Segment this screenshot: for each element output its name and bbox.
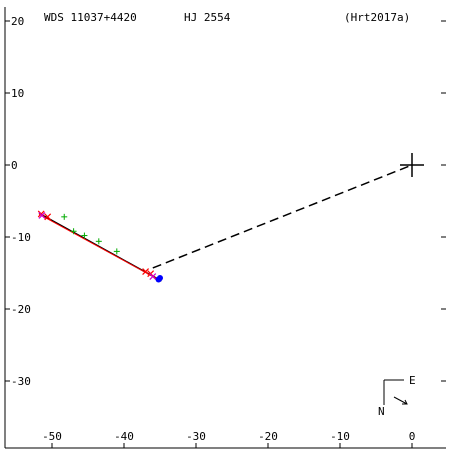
y-tick-label: -30 xyxy=(11,375,31,388)
x-tick-label: -10 xyxy=(330,430,350,443)
compass-north-label: N xyxy=(378,405,385,418)
data-point-diag xyxy=(44,213,52,221)
compass-arrow-head xyxy=(402,399,408,405)
plot-marks xyxy=(37,153,424,283)
x-tick-label: -50 xyxy=(42,430,62,443)
x-tick-label: -40 xyxy=(114,430,134,443)
x-tick-label: -30 xyxy=(186,430,206,443)
data-point-diag xyxy=(142,268,150,275)
compass-rose: E N xyxy=(378,374,416,418)
compass-motion-arrow xyxy=(393,396,408,405)
x-tick-label: 0 xyxy=(409,430,416,443)
residual-line xyxy=(38,213,157,279)
x-tick-label: -20 xyxy=(258,430,278,443)
axis-ticks: 20 10 0 -10 -20 -30 -50 -40 -30 -20 -10 0 xyxy=(5,15,446,448)
compass-east-label: E xyxy=(409,374,416,387)
y-tick-label: -20 xyxy=(11,303,31,316)
header-reference: (Hrt2017a) xyxy=(344,11,410,24)
plot-frame xyxy=(4,7,446,449)
y-tick-label: 0 xyxy=(11,159,18,172)
header-wds: WDS 11037+4420 xyxy=(44,11,137,24)
data-point-diag xyxy=(149,273,157,281)
data-point xyxy=(157,275,163,282)
y-tick-label: -10 xyxy=(11,231,31,244)
header-name: HJ 2554 xyxy=(184,11,231,24)
data-point-diag xyxy=(38,211,46,219)
y-tick-label: 20 xyxy=(11,15,24,28)
y-tick-label: 10 xyxy=(11,87,24,100)
dashed-line xyxy=(152,164,413,269)
